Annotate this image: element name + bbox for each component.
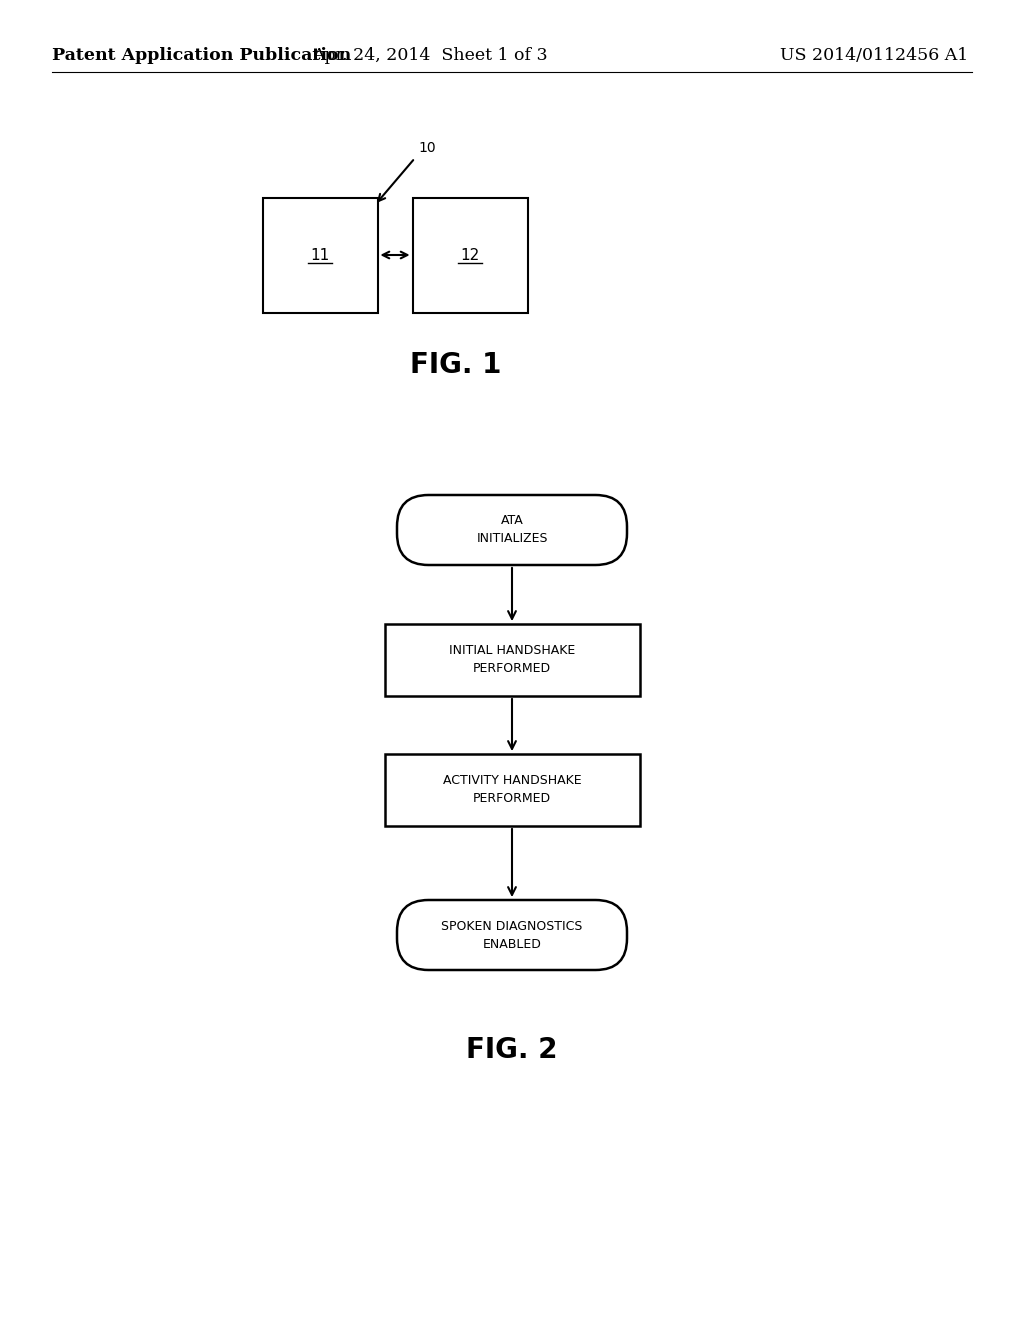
Text: Apr. 24, 2014  Sheet 1 of 3: Apr. 24, 2014 Sheet 1 of 3 [312, 46, 548, 63]
Text: SPOKEN DIAGNOSTICS
ENABLED: SPOKEN DIAGNOSTICS ENABLED [441, 920, 583, 950]
Text: ATA
INITIALIZES: ATA INITIALIZES [476, 515, 548, 545]
Text: 11: 11 [310, 248, 330, 263]
Text: INITIAL HANDSHAKE
PERFORMED: INITIAL HANDSHAKE PERFORMED [449, 644, 575, 676]
Text: FIG. 1: FIG. 1 [411, 351, 502, 379]
Bar [384, 754, 640, 826]
Bar [262, 198, 378, 313]
Text: FIG. 2: FIG. 2 [466, 1036, 558, 1064]
FancyBboxPatch shape [397, 495, 627, 565]
Text: 10: 10 [418, 141, 435, 154]
Text: ACTIVITY HANDSHAKE
PERFORMED: ACTIVITY HANDSHAKE PERFORMED [442, 775, 582, 805]
Bar [384, 624, 640, 696]
Bar [413, 198, 527, 313]
Text: Patent Application Publication: Patent Application Publication [52, 46, 351, 63]
Text: US 2014/0112456 A1: US 2014/0112456 A1 [780, 46, 969, 63]
Text: 12: 12 [461, 248, 479, 263]
FancyBboxPatch shape [397, 900, 627, 970]
